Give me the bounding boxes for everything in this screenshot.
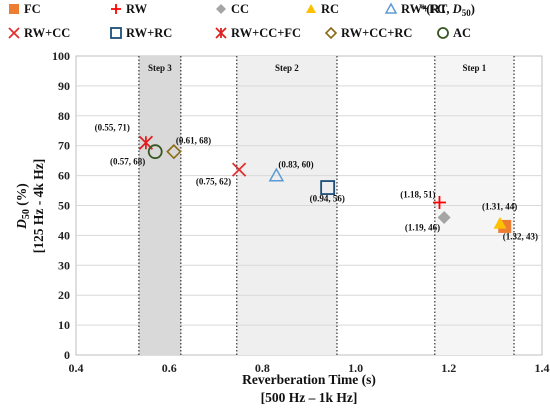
- data-point: [268, 167, 285, 182]
- step-band-borders: Step 3 Step 2 Step 1: [138, 56, 515, 355]
- legend-item: AC: [437, 26, 471, 40]
- legend-marker: [215, 27, 227, 39]
- legend-marker: [9, 4, 19, 14]
- step-label: Step 1: [463, 63, 487, 73]
- data-label: (0.57, 68): [110, 157, 145, 167]
- data-label: (0.61, 68): [176, 136, 211, 146]
- step-label: Step 2: [275, 63, 299, 73]
- x-axis-title: Reverberation Time (s): [242, 372, 376, 387]
- legend-label: RW+CC: [24, 26, 70, 40]
- data-label: (1.19, 46): [405, 222, 440, 232]
- y-tick-label: 90: [58, 79, 70, 93]
- y-tick-label: 80: [58, 109, 70, 123]
- legend-item: RW+CC+FC: [215, 26, 301, 40]
- data-points: [138, 135, 512, 233]
- x-tick-label: 0.4: [69, 361, 84, 375]
- data-labels: (1.32, 43) (1.18, 51) (1.19, 46) (1.31, 44)…: [95, 123, 538, 242]
- y-tick-label: 70: [58, 139, 70, 153]
- data-point: [437, 210, 451, 224]
- legend-label: RW: [126, 2, 148, 16]
- horizontal-gridlines: [76, 85, 542, 326]
- y-axis-title: D50 (%): [14, 183, 32, 230]
- legend-marker: [8, 27, 20, 39]
- x-tick-label: 1.0: [348, 361, 363, 375]
- legend-marker: [216, 4, 226, 14]
- legend: FC RW CC RC RW+FC RW+CC RW+RC RW+CC+FC RW+CC+RC A…: [8, 2, 471, 40]
- legend-item: FC: [9, 2, 41, 16]
- data-point: [231, 162, 247, 177]
- legend-item: RW: [111, 2, 148, 16]
- y-axis-subtitle: [125 Hz - 4k Hz]: [31, 159, 46, 253]
- x-axis-subtitle: [500 Hz – 1k Hz]: [261, 390, 358, 405]
- legend-label: RW+RC: [126, 26, 172, 40]
- legend-item: RW+RC: [110, 26, 172, 40]
- legend-label: AC: [453, 26, 471, 40]
- y-tick-label: 60: [58, 169, 70, 183]
- x-axis-tick-labels: 0.4 0.6 0.8 1.0 1.2 1.4: [69, 361, 550, 375]
- legend-item: RW+CC: [8, 26, 70, 40]
- y-tick-label: 0: [64, 348, 70, 362]
- y-tick-label: 40: [58, 228, 70, 242]
- data-label: (0.83, 60): [278, 160, 313, 170]
- data-label: (1.18, 51): [400, 190, 435, 200]
- legend-label: RC: [321, 2, 339, 16]
- legend-marker: [324, 26, 338, 40]
- legend-marker: [437, 27, 449, 39]
- x-tick-label: 0.6: [162, 361, 177, 375]
- data-label: (1.31, 44): [482, 201, 517, 211]
- legend-label: RW+CC+FC: [231, 26, 301, 40]
- data-label: (0.94, 56): [310, 194, 345, 204]
- legend-item: RC: [306, 2, 339, 16]
- data-point: [147, 144, 163, 160]
- data-label: (0.55, 71): [95, 123, 130, 133]
- legend-label: RW+FC: [401, 2, 446, 16]
- y-tick-label: 10: [58, 318, 70, 332]
- data-point: [432, 196, 446, 210]
- data-point: [493, 216, 507, 229]
- legend-marker: [384, 2, 398, 14]
- y-tick-label: 100: [52, 49, 70, 63]
- data-label: (0.75, 62): [196, 177, 231, 187]
- y-tick-label: 50: [58, 199, 70, 213]
- data-point: [166, 144, 182, 160]
- legend-marker: [306, 4, 316, 13]
- legend-marker: [111, 4, 121, 14]
- y-tick-label: 30: [58, 258, 70, 272]
- legend-note: *(RT, D50): [420, 2, 475, 18]
- x-tick-label: 0.8: [255, 361, 270, 375]
- step-label: Step 3: [148, 63, 172, 73]
- legend-marker: [110, 27, 122, 39]
- legend-label: RW+CC+RC: [341, 26, 412, 40]
- data-point: [320, 180, 336, 195]
- data-label: (1.32, 43): [503, 231, 538, 241]
- legend-item: RW+CC+RC: [324, 26, 412, 40]
- legend-label: CC: [231, 2, 249, 16]
- legend-label: FC: [24, 2, 41, 16]
- x-tick-label: 1.4: [535, 361, 550, 375]
- y-axis-tick-labels: 0 10 20 30 40 50 60 70 80 90 100: [52, 49, 70, 362]
- legend-item: CC: [216, 2, 249, 16]
- x-tick-label: 1.2: [441, 361, 456, 375]
- legend-item: RW+FC: [384, 2, 446, 16]
- y-tick-label: 20: [58, 288, 70, 302]
